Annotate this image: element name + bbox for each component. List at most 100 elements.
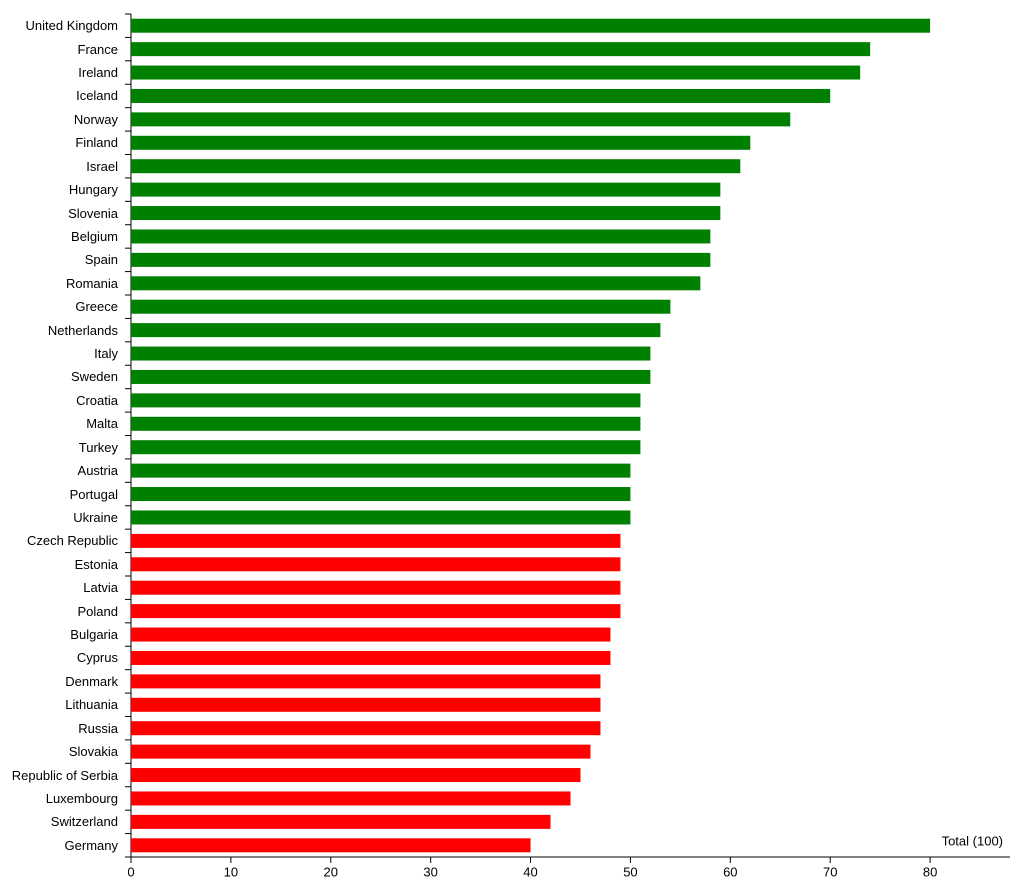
bar [131,604,621,619]
x-tick-label: 10 [224,864,238,879]
category-label-box: United Kingdom [26,19,119,32]
axis-label: Total (100) [942,833,1003,848]
category-label-box: Lithuania [65,697,118,713]
category-label-box: Ireland [78,65,118,81]
category-label-box: Latvia [83,580,118,596]
bar [131,627,611,642]
y-tick-label: Israel [86,158,118,174]
y-tick-label: Ukraine [73,509,118,525]
x-tick-label: 30 [423,864,437,879]
bar [131,252,711,267]
bar [131,838,531,853]
x-tick-label: 40 [523,864,537,879]
y-tick-label: Sweden [71,369,118,385]
bar [131,276,701,291]
y-tick-label: Spain [84,252,118,268]
category-label-box: Sweden [71,369,118,385]
bar [131,369,651,384]
category-label-box: Portugal [69,486,118,502]
y-tick-label: Germany [64,837,118,853]
category-label-box: Iceland [76,88,118,104]
category-label-box: Israel [86,158,118,174]
y-tick-label: Latvia [83,580,118,596]
y-tick-label: Hungary [68,182,118,198]
y-tick-label: Lithuania [65,697,118,713]
bar [131,440,641,455]
bar [131,510,631,525]
y-tick-label: Malta [86,416,118,432]
bar [131,42,871,57]
category-label-box: Bulgaria [70,627,118,643]
bar [131,580,621,595]
bar [131,135,751,150]
bar [131,88,831,103]
category-label-box: Austria [77,463,118,479]
y-tick-label: Romania [65,275,118,291]
y-tick-label: Estonia [74,556,118,572]
y-tick-label: Croatia [76,392,118,408]
x-tick-label: 80 [923,864,937,879]
category-label-box: Cyprus [76,650,118,666]
y-tick-label: Turkey [78,439,118,455]
y-tick-label: Iceland [76,88,118,104]
category-label-box: Netherlands [47,322,118,338]
category-label-box: Luxembourg [45,790,118,806]
y-tick-label: Russia [78,720,118,736]
category-label-box: Estonia [74,556,118,572]
y-tick-label: Austria [77,463,118,479]
category-label-box: Slovenia [68,205,118,221]
y-tick-label: Bulgaria [70,627,118,643]
bar [131,557,621,572]
y-tick-label: Luxembourg [45,790,118,806]
y-tick-label: Belgium [71,228,118,244]
bar [131,744,591,759]
y-tick-label: Czech Republic [26,533,118,549]
category-label-box: Belgium [71,228,118,244]
bar [131,65,861,80]
y-tick-label: Switzerland [50,814,118,830]
bar [131,791,571,806]
category-label-box: Republic of Serbia [12,769,118,782]
category-label-box: Romania [65,275,118,291]
category-label-box: Poland [77,603,118,619]
bar [131,18,931,33]
bar [131,533,621,548]
bar [131,159,741,174]
bar [131,182,721,197]
category-label-box: Finland [75,135,118,151]
y-tick-label: Slovenia [68,205,118,221]
x-tick-label: 60 [723,864,737,879]
x-tick-label: 50 [623,864,637,879]
category-label-box: Russia [78,720,118,736]
bar [131,463,631,478]
y-tick-label: Poland [77,603,118,619]
category-label-box: Czech Republic [26,533,118,549]
category-label-box: Italy [94,346,118,362]
y-tick-label: Portugal [69,486,118,502]
bar [131,112,791,127]
y-tick-label: Cyprus [76,650,118,666]
y-tick-label: Denmark [65,673,118,689]
category-label-box: Hungary [68,182,118,198]
y-tick-label: Finland [75,135,118,151]
category-label-box: Denmark [65,673,118,689]
bar [131,393,641,408]
category-label-box: Croatia [76,392,118,408]
bar [131,814,551,829]
category-label-box: Norway [74,113,118,126]
y-tick-label: Ireland [78,65,118,81]
category-label-box: Switzerland [50,814,118,830]
bar [131,674,601,689]
category-label-box: Malta [86,416,118,432]
category-label-box: France [77,41,118,57]
y-tick-label: Italy [94,346,118,362]
y-tick-label: Slovakia [68,744,118,760]
category-label-box: Slovakia [68,744,118,760]
x-tick-label: 0 [127,864,134,879]
y-tick-label: Netherlands [47,322,118,338]
category-label-box: Turkey [78,439,118,455]
bar [131,206,721,221]
bar [131,697,601,712]
y-tick-label: France [77,41,118,57]
